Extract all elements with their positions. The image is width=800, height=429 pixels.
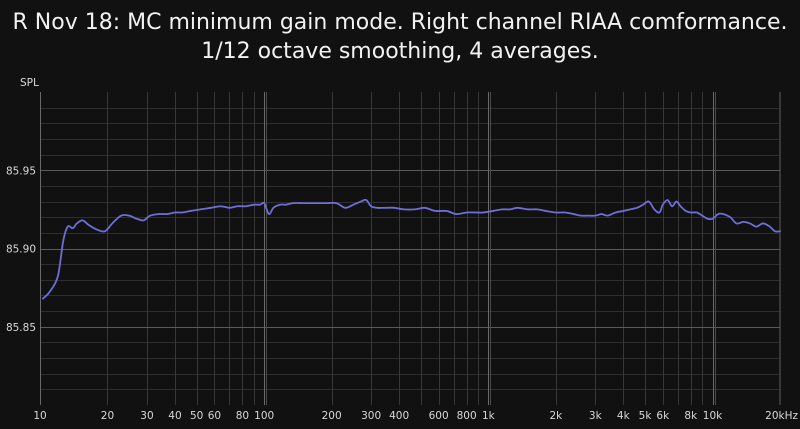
- series-line: [41, 198, 781, 300]
- chart-title-line-2: 1/12 octave smoothing, 4 averages.: [201, 39, 599, 64]
- y-axis-label: SPL: [20, 77, 39, 89]
- x-tick-label: 300: [361, 410, 381, 422]
- x-tick-label: 10: [33, 410, 46, 422]
- x-tick-label: 8k: [684, 410, 698, 422]
- x-axis-ticks: 10 20 30 40 50 60 80 100 200 300 400 600 800 1k 2k 3k 4k…: [33, 410, 798, 422]
- x-tick-label: 50: [190, 410, 203, 422]
- x-tick-label: 80: [236, 410, 249, 422]
- y-tick-label: 85.90: [6, 244, 36, 256]
- x-tick-label: 400: [389, 410, 409, 422]
- x-tick-label: 60: [208, 410, 221, 422]
- x-tick-label: 100: [254, 410, 274, 422]
- y-tick-label: 85.85: [6, 322, 36, 334]
- x-tick-label: 20: [101, 410, 114, 422]
- x-tick-label: 4k: [617, 410, 631, 422]
- x-tick-label: 200: [322, 410, 342, 422]
- x-tick-label: 3k: [589, 410, 603, 422]
- x-tick-label: 2k: [549, 410, 563, 422]
- plot-area: [40, 92, 780, 405]
- x-tick-label: 600: [429, 410, 449, 422]
- major-gridlines: [40, 92, 780, 405]
- y-axis-ticks: 85.85 85.90 85.95: [6, 165, 36, 334]
- x-tick-label: 5k: [639, 410, 653, 422]
- x-tick-label: 6k: [656, 410, 670, 422]
- x-tick-label: 20kHz: [765, 410, 798, 422]
- minor-gridlines: [40, 92, 781, 405]
- y-tick-label: 85.95: [6, 165, 36, 177]
- chart-title: R Nov 18: MC minimum gain mode. Right ch…: [0, 8, 800, 66]
- x-tick-label: 30: [140, 410, 153, 422]
- x-tick-label: 40: [168, 410, 181, 422]
- x-tick-label: 10k: [703, 410, 723, 422]
- chart-title-line-1: R Nov 18: MC minimum gain mode. Right ch…: [12, 10, 788, 35]
- x-tick-label: 800: [457, 410, 477, 422]
- x-tick-label: 1k: [482, 410, 496, 422]
